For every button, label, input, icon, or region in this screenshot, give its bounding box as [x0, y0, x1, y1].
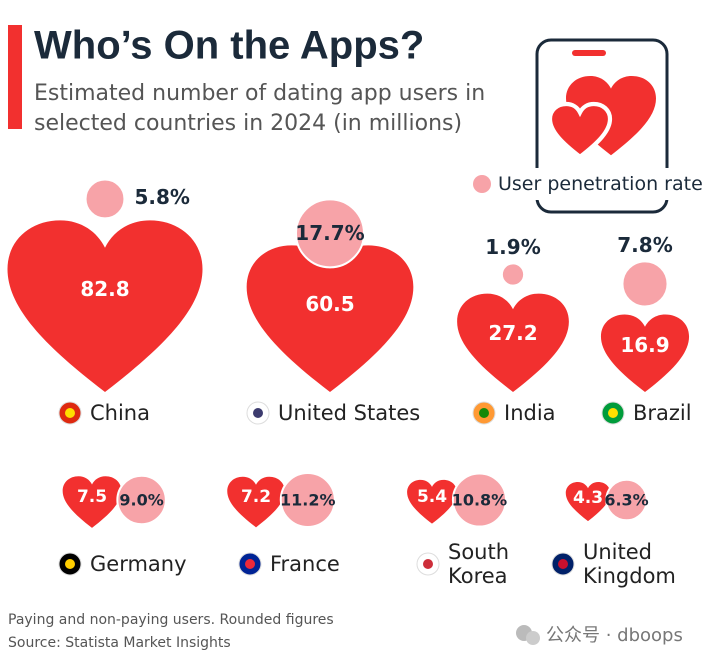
penetration-circle [84, 178, 126, 220]
chart-subtitle: Estimated number of dating app users in … [34, 81, 486, 136]
heart-value: 27.2 [488, 320, 538, 345]
country-label: Brazil [633, 401, 692, 425]
heart [62, 476, 122, 528]
penetration-label: 1.9% [485, 235, 541, 260]
note: Paying and non-paying users. Rounded fig… [8, 612, 334, 628]
flag-detail [253, 408, 263, 418]
legend-box [462, 168, 720, 200]
legend-dot [473, 175, 491, 193]
flag-detail [608, 408, 618, 418]
heart [565, 482, 611, 522]
penetration-circle [295, 198, 365, 269]
heart-value: 16.9 [620, 333, 670, 358]
heart [246, 245, 414, 392]
heart-value: 5.4 [416, 487, 448, 508]
heart-value: 82.8 [80, 277, 130, 302]
penetration-label: 11.2% [280, 490, 336, 510]
country-label: Germany [90, 552, 187, 576]
penetration-circle [116, 474, 167, 526]
penetration-label: 10.8% [451, 490, 508, 510]
flag-detail [65, 559, 75, 569]
flag-detail [65, 408, 75, 418]
penetration-circle [621, 260, 669, 308]
heart [7, 220, 203, 392]
penetration-label: 5.8% [134, 184, 190, 209]
note: Source: Statista Market Insights [8, 635, 231, 651]
heart [407, 479, 457, 524]
watermark: 公众号 · dboops [546, 625, 683, 646]
penetration-circle [500, 262, 526, 287]
flag-detail [558, 559, 568, 569]
watermark-icon [516, 625, 540, 645]
title-bar [8, 25, 22, 129]
legend-label: User penetration rate [498, 173, 703, 195]
flag-detail [423, 559, 433, 569]
country-label: United States [278, 401, 421, 425]
chart-title: Who’s On the Apps? [34, 23, 425, 68]
penetration-label: 9.0% [119, 490, 164, 510]
penetration-circle [451, 472, 508, 528]
heart-value: 7.2 [240, 486, 272, 507]
heart-value: 60.5 [305, 291, 355, 316]
flag-detail [479, 408, 489, 418]
heart-value: 7.5 [76, 486, 108, 507]
country-label: India [504, 401, 556, 425]
penetration-label: 17.7% [295, 221, 365, 246]
country-label: South Korea [448, 540, 510, 588]
heart [600, 314, 690, 392]
penetration-label: 6.3% [604, 490, 649, 510]
penetration-label: 7.8% [617, 233, 673, 258]
flag-detail [245, 559, 255, 569]
heart-value: 4.3 [572, 487, 604, 508]
country-label: United Kingdom [583, 540, 676, 588]
heart [227, 476, 285, 528]
penetration-circle [279, 471, 336, 529]
country-label: China [90, 401, 150, 425]
penetration-circle [605, 478, 648, 522]
country-label: France [270, 552, 340, 576]
heart [457, 293, 569, 392]
